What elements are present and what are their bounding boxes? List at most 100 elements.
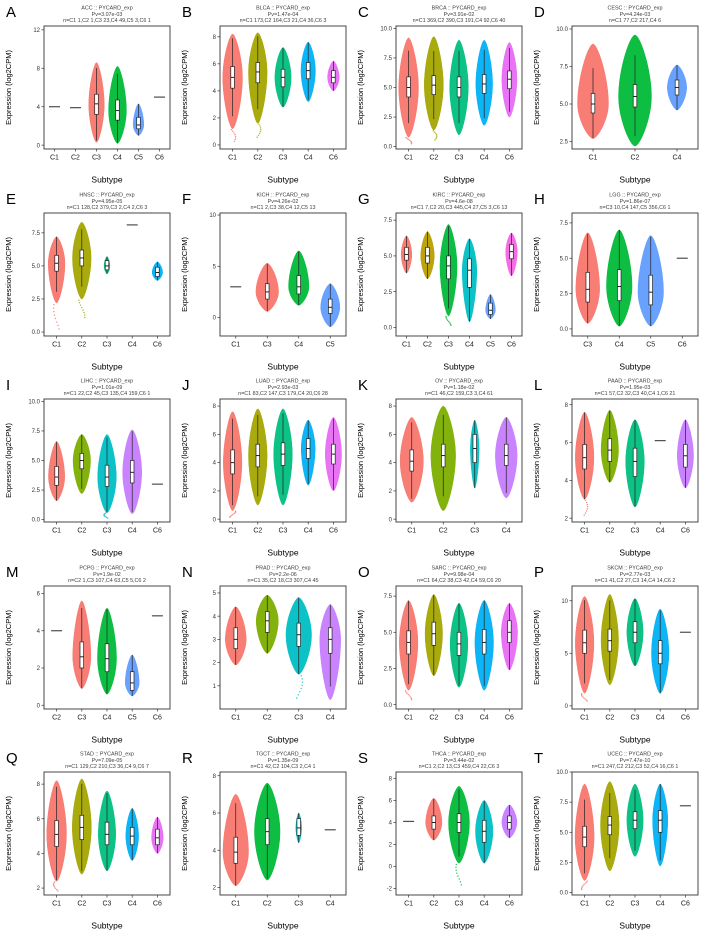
outlier-dot: [407, 693, 409, 696]
outlier-dot: [456, 872, 458, 875]
box: [585, 271, 590, 303]
panel-sample-sizes: n=C1 41,C2 27,C3 14,C4 14,C6 2: [595, 578, 676, 584]
y-tick-label: 0.0: [560, 891, 569, 897]
panel-sample-sizes: n=C1 369,C2 390,C3 191,C4 92,C6 40: [413, 18, 506, 24]
y-axis-label: Expression (log2CPM): [180, 796, 189, 871]
x-tick-label: C6: [507, 341, 516, 348]
panel-title: LIHC :: PYCARD_exp: [81, 379, 133, 385]
box: [658, 810, 663, 834]
x-axis-label: Subtype: [443, 548, 474, 558]
panel-title: CESC :: PYCARD_exp: [608, 5, 663, 11]
y-tick-label: 7.5: [384, 594, 393, 600]
x-tick-label: C4: [304, 528, 313, 535]
x-tick-label: C3: [103, 528, 112, 535]
outlier-dot: [460, 884, 463, 886]
panel-pvalue: Pv=2.93e-03: [268, 385, 299, 391]
outlier-dot: [583, 884, 585, 886]
plot-border: [571, 771, 699, 896]
y-tick-label: 0: [213, 517, 217, 523]
outlier-dot: [233, 132, 235, 134]
x-tick-label: C2: [263, 714, 272, 721]
box: [425, 246, 430, 263]
x-tick-label: C4: [480, 714, 489, 721]
panel-letter: P: [534, 564, 544, 581]
outlier-dot: [582, 885, 584, 888]
outlier-dot: [53, 886, 56, 889]
outlier-dot: [458, 878, 460, 881]
x-tick-label: C2: [429, 714, 438, 721]
x-tick-label: C1: [402, 341, 411, 348]
panel-title: PRAD :: PYCARD_exp: [256, 565, 311, 571]
outlier-dot: [53, 313, 56, 316]
plot-border: [219, 771, 347, 896]
outlier-dot: [586, 880, 588, 883]
outlier-dot: [408, 694, 411, 697]
y-axis-label: Expression (log2CPM): [180, 236, 189, 311]
y-tick-label: 5.0: [384, 86, 393, 92]
outlier-dot: [54, 887, 57, 890]
x-axis-label: Subtype: [267, 361, 298, 371]
panel-title: SARC :: PYCARD_exp: [432, 565, 487, 571]
x-tick-label: C5: [646, 341, 655, 348]
outlier-dot: [580, 693, 583, 696]
outlier-dot: [56, 320, 58, 323]
y-tick-label: 5: [565, 651, 569, 657]
panel-pvalue: Pv=1.01e-09: [92, 385, 123, 391]
outlier-dot: [584, 512, 587, 515]
panel-title: OV :: PYCARD_exp: [435, 379, 483, 385]
y-tick-label: 2.5: [560, 291, 569, 297]
x-tick-label: C6: [153, 341, 162, 348]
plot-border: [395, 212, 523, 337]
panel-letter: E: [6, 191, 16, 208]
x-tick-label: C3: [631, 901, 640, 908]
outlier-dot: [234, 510, 237, 513]
x-tick-label: C1: [404, 154, 413, 161]
outlier-dot: [53, 303, 55, 305]
outlier-dot: [582, 695, 584, 698]
outlier-dot: [410, 697, 413, 699]
x-tick-label: C3: [103, 901, 112, 908]
plot-border: [571, 398, 699, 523]
y-axis-label: Expression (log2CPM): [4, 609, 13, 684]
y-tick-label: 0.0: [560, 327, 569, 333]
x-tick-label: C6: [681, 528, 690, 535]
outlier-dot: [586, 700, 588, 702]
box: [255, 62, 260, 84]
outlier-dot: [584, 499, 587, 502]
x-tick-label: C1: [407, 528, 416, 535]
outlier-dot: [584, 883, 586, 885]
box: [582, 444, 587, 470]
x-tick-label: C6: [329, 528, 338, 535]
y-tick-label: 0.0: [384, 703, 393, 709]
y-axis-label: Expression (log2CPM): [180, 423, 189, 498]
plot-border: [43, 25, 171, 150]
outlier-dot: [234, 133, 236, 136]
panel-sample-sizes: n=C1 247,C2 212,C3 52,C4 16,C6 1: [592, 764, 679, 770]
y-tick-label: 10.0: [380, 26, 392, 32]
box: [155, 829, 160, 846]
outlier-dot: [52, 307, 55, 309]
outlier-dot: [583, 697, 585, 699]
box: [328, 298, 333, 314]
y-axis-label: Expression (log2CPM): [532, 236, 541, 311]
outlier-dot: [434, 139, 436, 141]
outlier-dot: [581, 886, 583, 889]
outlier-dot: [449, 323, 452, 325]
y-tick-label: 4: [213, 89, 217, 95]
box: [54, 820, 59, 848]
outlier-dot: [405, 691, 407, 693]
outlier-dot: [410, 698, 413, 701]
y-tick-label: 7.5: [384, 218, 393, 224]
x-tick-label: C3: [444, 341, 453, 348]
panel-title: LUAD :: PYCARD_exp: [256, 379, 310, 385]
y-tick-label: 5.0: [384, 254, 393, 260]
x-tick-label: C1: [231, 714, 240, 721]
y-tick-label: 10: [561, 599, 568, 605]
x-tick-label: C2: [71, 154, 80, 161]
outlier-dot: [256, 136, 258, 138]
y-tick-label: 6: [389, 799, 393, 805]
